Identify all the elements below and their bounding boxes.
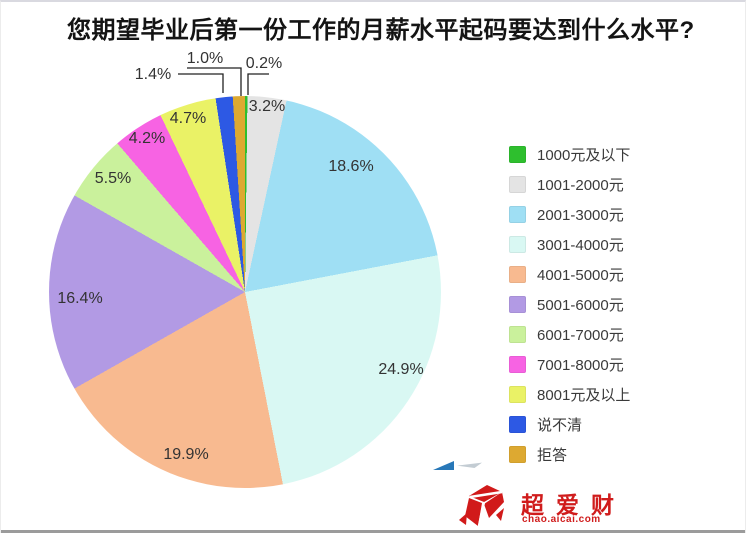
- legend-label: 拒答: [537, 446, 568, 464]
- legend-label: 1001-2000元: [537, 176, 624, 194]
- pie-chart: [49, 96, 441, 488]
- legend-label: 说不清: [537, 416, 583, 434]
- legend-item: 4001-5000元: [509, 259, 630, 289]
- slice-label: 0.2%: [245, 55, 283, 72]
- legend-item: 3001-4000元: [509, 229, 630, 259]
- legend-swatch: [509, 265, 526, 283]
- brand-name: 超爱财: [521, 492, 626, 518]
- legend-swatch: [509, 325, 526, 343]
- legend-label: 1000元及以下: [537, 146, 631, 164]
- legend-swatch: [509, 385, 526, 403]
- brand-mark-icon: [459, 485, 504, 527]
- slice-label: 1.4%: [134, 66, 172, 83]
- slice-label: 18.6%: [328, 158, 374, 175]
- chart-title: 您期望毕业后第一份工作的月薪水平起码要达到什么水平?: [67, 17, 695, 44]
- legend-label: 4001-5000元: [537, 266, 624, 284]
- legend-label: 5001-6000元: [537, 296, 624, 314]
- brand-logo: 超爱财 chao.aicai.com: [457, 480, 687, 530]
- legend-label: 7001-8000元: [537, 356, 624, 374]
- legend-swatch: [509, 355, 526, 373]
- legend-swatch: [509, 415, 526, 433]
- legend-item: 7001-8000元: [509, 349, 630, 379]
- legend-label: 8001元及以上: [537, 386, 631, 404]
- slice-label: 4.7%: [169, 110, 207, 127]
- slice-label: 16.4%: [57, 290, 103, 307]
- legend-item: 拒答: [509, 439, 630, 469]
- legend-label: 6001-7000元: [537, 326, 624, 344]
- legend-item: 8001元及以上: [509, 379, 630, 409]
- watermark-triangle-icon: [433, 461, 454, 470]
- legend-item: 5001-6000元: [509, 289, 630, 319]
- legend-item: 1001-2000元: [509, 169, 630, 199]
- slice-label: 4.2%: [128, 130, 166, 147]
- legend-swatch: [509, 235, 526, 253]
- legend-label: 2001-3000元: [537, 206, 624, 224]
- legend-swatch: [509, 445, 526, 463]
- legend: 1000元及以下 1001-2000元 2001-3000元 3001-4000元 40…: [509, 139, 630, 469]
- slice-label: 19.9%: [163, 446, 209, 463]
- slice-label: 24.9%: [378, 361, 424, 378]
- slice-label: 3.2%: [248, 98, 286, 115]
- bottom-divider: [1, 530, 745, 533]
- legend-label: 3001-4000元: [537, 236, 624, 254]
- legend-swatch: [509, 295, 526, 313]
- leader-line-judA: [187, 67, 242, 96]
- legend-item: 6001-7000元: [509, 319, 630, 349]
- slice-label: 5.5%: [94, 170, 132, 187]
- legend-swatch: [509, 175, 526, 193]
- leader-line-1000below: [247, 73, 269, 95]
- legend-item: 1000元及以下: [509, 139, 630, 169]
- legend-item: 说不清: [509, 409, 630, 439]
- slice-label: 1.0%: [186, 50, 224, 67]
- legend-swatch: [509, 145, 526, 163]
- leader-line-shuobuqing: [178, 73, 224, 93]
- legend-swatch: [509, 205, 526, 223]
- watermark-swoosh-icon: [457, 462, 482, 468]
- brand-domain: chao.aicai.com: [522, 514, 601, 525]
- legend-item: 2001-3000元: [509, 199, 630, 229]
